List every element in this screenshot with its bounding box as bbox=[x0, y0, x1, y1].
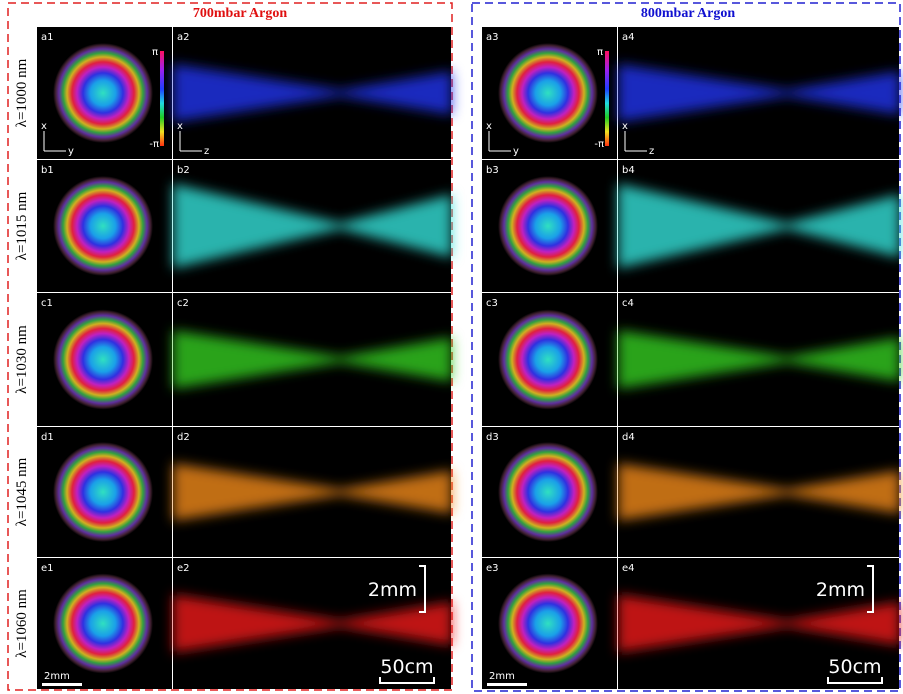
phase-map bbox=[498, 310, 598, 410]
panel-label: c4 bbox=[622, 298, 634, 309]
axis-label: y bbox=[513, 146, 519, 157]
scale-bar bbox=[487, 683, 527, 686]
panel-label: d4 bbox=[622, 432, 635, 443]
row-label: λ=1045 nm bbox=[14, 457, 30, 526]
panel-label: d2 bbox=[177, 432, 190, 443]
phase-map bbox=[498, 442, 598, 542]
colorbar bbox=[160, 51, 164, 146]
axis-label: x bbox=[177, 121, 183, 132]
colorbar-max: π bbox=[152, 47, 158, 58]
panel-label: b1 bbox=[41, 165, 54, 176]
panel-label: a3 bbox=[486, 32, 499, 43]
scale-label: 2mm bbox=[44, 671, 70, 682]
panels: λ=1000 nm a1 x y π -π a2 x z a3 x y π -π a4 x z λ=1015 nm… bbox=[14, 27, 900, 689]
phase-map bbox=[53, 442, 153, 542]
panel-label: a1 bbox=[41, 32, 54, 43]
panel-label: d3 bbox=[486, 432, 499, 443]
panel-label: e4 bbox=[622, 563, 635, 574]
scale-label: 50cm bbox=[380, 656, 433, 678]
panel-label: c1 bbox=[41, 298, 53, 309]
axis-label: x bbox=[41, 121, 47, 132]
panel-label: a4 bbox=[622, 32, 635, 43]
axis-label: x bbox=[486, 121, 492, 132]
panel-label: e3 bbox=[486, 563, 499, 574]
colorbar bbox=[605, 51, 609, 146]
row-label: λ=1030 nm bbox=[14, 325, 30, 394]
colorbar-max: π bbox=[597, 47, 603, 58]
colorbar-min: -π bbox=[594, 139, 604, 150]
right-title: 800mbar Argon bbox=[641, 6, 735, 21]
phase-map bbox=[498, 43, 598, 143]
panel-label: e1 bbox=[41, 563, 54, 574]
phase-map bbox=[53, 310, 153, 410]
row-label: λ=1060 nm bbox=[14, 589, 30, 658]
panel-label: b3 bbox=[486, 165, 499, 176]
phase-map bbox=[53, 176, 153, 276]
scale-bar bbox=[42, 683, 82, 686]
phase-map bbox=[53, 43, 153, 143]
panel-label: e2 bbox=[177, 563, 190, 574]
axis-label: x bbox=[622, 121, 628, 132]
panel-label: b4 bbox=[622, 165, 635, 176]
scale-label: 50cm bbox=[828, 656, 881, 678]
panel-label: c2 bbox=[177, 298, 189, 309]
panel-label: a2 bbox=[177, 32, 190, 43]
scale-label: 2mm bbox=[816, 579, 865, 601]
panel-label: d1 bbox=[41, 432, 54, 443]
row-label: λ=1015 nm bbox=[14, 191, 30, 260]
axis-label: z bbox=[649, 146, 654, 157]
figure: 700mbar Argon 800mbar Argon λ=1000 nm a1 x… bbox=[0, 0, 903, 694]
phase-map bbox=[53, 574, 153, 674]
axis-label: z bbox=[204, 146, 209, 157]
phase-map bbox=[498, 574, 598, 674]
scale-label: 2mm bbox=[368, 579, 417, 601]
panel-label: c3 bbox=[486, 298, 498, 309]
left-title: 700mbar Argon bbox=[193, 6, 287, 21]
panel-label: b2 bbox=[177, 165, 190, 176]
colorbar-min: -π bbox=[149, 139, 159, 150]
axis-label: y bbox=[68, 146, 74, 157]
phase-map bbox=[498, 176, 598, 276]
scale-label: 2mm bbox=[489, 671, 515, 682]
row-label: λ=1000 nm bbox=[14, 58, 30, 127]
